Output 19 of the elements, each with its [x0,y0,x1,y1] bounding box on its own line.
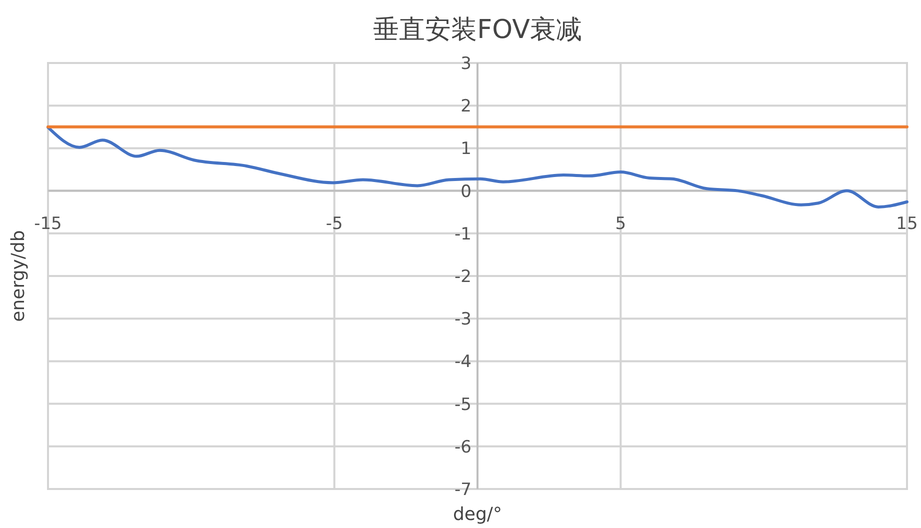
y-tick-label: -2 [454,266,472,287]
y-tick-label: 2 [460,96,472,117]
y-tick-label: -1 [454,224,472,244]
y-tick-label: 0 [460,182,472,202]
y-tick-label: -6 [454,437,472,458]
x-tick-label: -15 [34,214,62,234]
y-axis-title: energy/db [8,230,29,322]
line-series [46,126,908,208]
chart-title: 垂直安装FOV衰减 [373,15,582,45]
y-tick-label: -4 [454,352,472,372]
y-tick-label: -7 [454,480,472,500]
y-tick-label: -3 [454,310,472,330]
y-tick-label: 3 [460,54,472,74]
y-tick-label: 1 [460,139,472,160]
y-tick-label: -5 [454,394,472,415]
x-axis-title: deg/° [453,504,502,525]
x-tick-label: 5 [615,214,626,234]
x-tick-label: -5 [326,214,343,234]
x-tick-label: 15 [896,214,918,234]
